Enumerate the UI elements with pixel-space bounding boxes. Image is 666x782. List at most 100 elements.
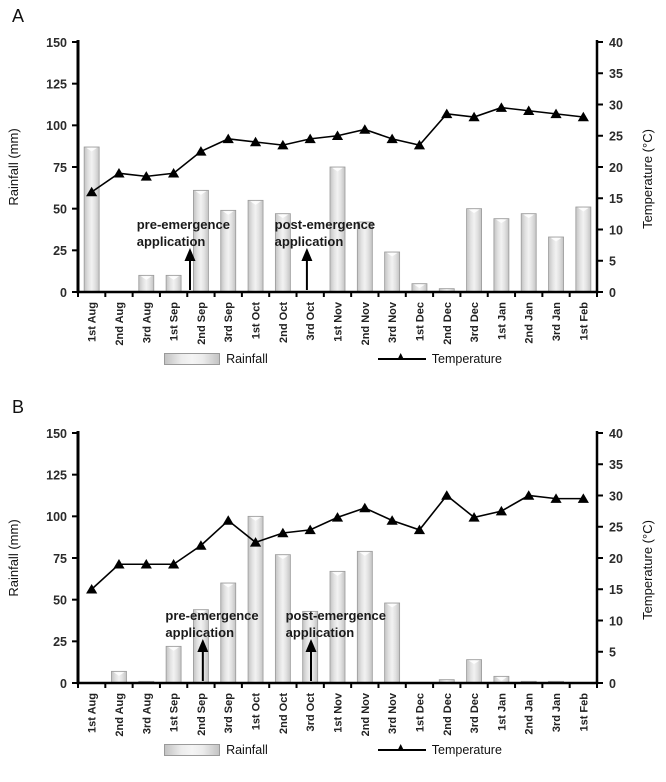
rainfall-bar-swatch-icon [164,353,221,365]
panel-a-label: A [12,6,25,26]
svg-text:post-emergence: post-emergence [275,217,375,232]
temperature-line-swatch-icon: ▲ [377,741,426,756]
svg-text:3rd Jan: 3rd Jan [551,302,563,341]
svg-text:100: 100 [46,119,67,133]
legend-a: Rainfall ▲ Temperature [0,350,666,366]
svg-text:1st Sep: 1st Sep [169,302,181,341]
svg-text:1st Oct: 1st Oct [251,302,263,340]
svg-text:application: application [275,234,344,249]
svg-text:2nd Dec: 2nd Dec [442,693,454,736]
svg-text:1st Oct: 1st Oct [251,693,263,731]
svg-text:25: 25 [609,130,623,144]
svg-text:2nd Oct: 2nd Oct [278,693,290,734]
svg-text:25: 25 [53,244,67,258]
svg-text:125: 125 [46,77,67,91]
svg-text:Rainfall (mm): Rainfall (mm) [6,128,21,205]
svg-text:0: 0 [60,286,67,300]
svg-text:10: 10 [609,223,623,237]
svg-text:1st Feb: 1st Feb [578,302,590,341]
legend-rainfall-label: Rainfall [226,743,268,757]
svg-text:15: 15 [609,583,623,597]
svg-text:Temperature (°C): Temperature (°C) [640,520,655,620]
svg-text:2nd Sep: 2nd Sep [196,693,208,736]
svg-text:1st Aug: 1st Aug [87,693,99,733]
svg-text:125: 125 [46,468,67,482]
svg-text:2nd Dec: 2nd Dec [442,302,454,345]
svg-text:0: 0 [609,286,616,300]
svg-text:75: 75 [53,552,67,566]
svg-text:100: 100 [46,510,67,524]
svg-text:pre-emergence: pre-emergence [137,217,230,232]
svg-text:3rd Oct: 3rd Oct [305,693,317,732]
svg-text:application: application [286,625,355,640]
svg-text:3rd Dec: 3rd Dec [469,693,481,733]
svg-text:0: 0 [60,677,67,691]
svg-text:1st Feb: 1st Feb [578,693,590,732]
svg-text:application: application [137,234,206,249]
svg-text:50: 50 [53,202,67,216]
svg-text:3rd Dec: 3rd Dec [469,302,481,342]
rainfall-temperature-chart-a: pre-emergence application post-emergence ap… [6,36,655,346]
svg-text:3rd Aug: 3rd Aug [141,693,153,734]
svg-text:pre-emergence: pre-emergence [165,608,258,623]
svg-text:150: 150 [46,427,67,441]
svg-text:1st Dec: 1st Dec [414,302,426,341]
svg-text:35: 35 [609,458,623,472]
legend-temperature-label: Temperature [431,743,502,757]
svg-text:30: 30 [609,98,623,112]
panel-b-label: B [12,397,25,417]
svg-text:3rd Nov: 3rd Nov [387,692,399,734]
svg-text:25: 25 [609,521,623,535]
rainfall-temperature-chart-b: pre-emergence application post-emergence ap… [6,427,655,737]
svg-text:2nd Jan: 2nd Jan [524,302,536,344]
svg-text:application: application [165,625,234,640]
svg-text:3rd Sep: 3rd Sep [223,693,235,734]
svg-text:3rd Aug: 3rd Aug [141,302,153,343]
svg-text:0: 0 [609,677,616,691]
svg-text:1st Jan: 1st Jan [496,693,508,731]
svg-text:2nd Aug: 2nd Aug [114,302,126,346]
legend-item-temperature: ▲ Temperature [377,741,502,757]
svg-text:3rd Jan: 3rd Jan [551,693,563,732]
legend-item-rainfall: Rainfall [164,352,268,366]
svg-text:5: 5 [609,646,616,660]
legend-item-temperature: ▲ Temperature [377,350,502,366]
legend-rainfall-label: Rainfall [226,352,268,366]
svg-text:15: 15 [609,192,623,206]
svg-text:2nd Oct: 2nd Oct [278,302,290,343]
legend-item-rainfall: Rainfall [164,743,268,757]
svg-text:Rainfall (mm): Rainfall (mm) [6,519,21,596]
svg-text:40: 40 [609,36,623,50]
svg-text:2nd Sep: 2nd Sep [196,302,208,345]
svg-text:1st Dec: 1st Dec [414,693,426,732]
svg-text:2nd Jan: 2nd Jan [524,693,536,735]
svg-text:150: 150 [46,36,67,50]
svg-text:3rd Sep: 3rd Sep [223,302,235,343]
svg-text:50: 50 [53,593,67,607]
svg-text:40: 40 [609,427,623,441]
svg-text:3rd Oct: 3rd Oct [305,302,317,341]
svg-text:10: 10 [609,614,623,628]
svg-text:25: 25 [53,635,67,649]
svg-text:1st Aug: 1st Aug [87,302,99,342]
svg-text:3rd Nov: 3rd Nov [387,301,399,343]
svg-text:2nd Aug: 2nd Aug [114,693,126,737]
svg-text:75: 75 [53,161,67,175]
rainfall-bar-swatch-icon [164,744,221,756]
svg-text:1st Sep: 1st Sep [169,693,181,732]
svg-text:2nd Nov: 2nd Nov [360,301,372,345]
svg-text:1st Jan: 1st Jan [496,302,508,340]
svg-text:20: 20 [609,552,623,566]
svg-text:1st Nov: 1st Nov [333,692,345,733]
panel-b: B pre-emergence application post-emergence… [0,391,666,782]
svg-text:20: 20 [609,161,623,175]
svg-text:Temperature (°C): Temperature (°C) [640,129,655,229]
svg-text:5: 5 [609,255,616,269]
panel-a: A pre-emergence application post-emergence… [0,6,666,366]
legend-b: Rainfall ▲ Temperature [0,741,666,757]
svg-text:35: 35 [609,67,623,81]
svg-text:post-emergence: post-emergence [286,608,386,623]
svg-text:1st Nov: 1st Nov [333,301,345,342]
temperature-line-swatch-icon: ▲ [377,350,426,365]
svg-text:30: 30 [609,489,623,503]
